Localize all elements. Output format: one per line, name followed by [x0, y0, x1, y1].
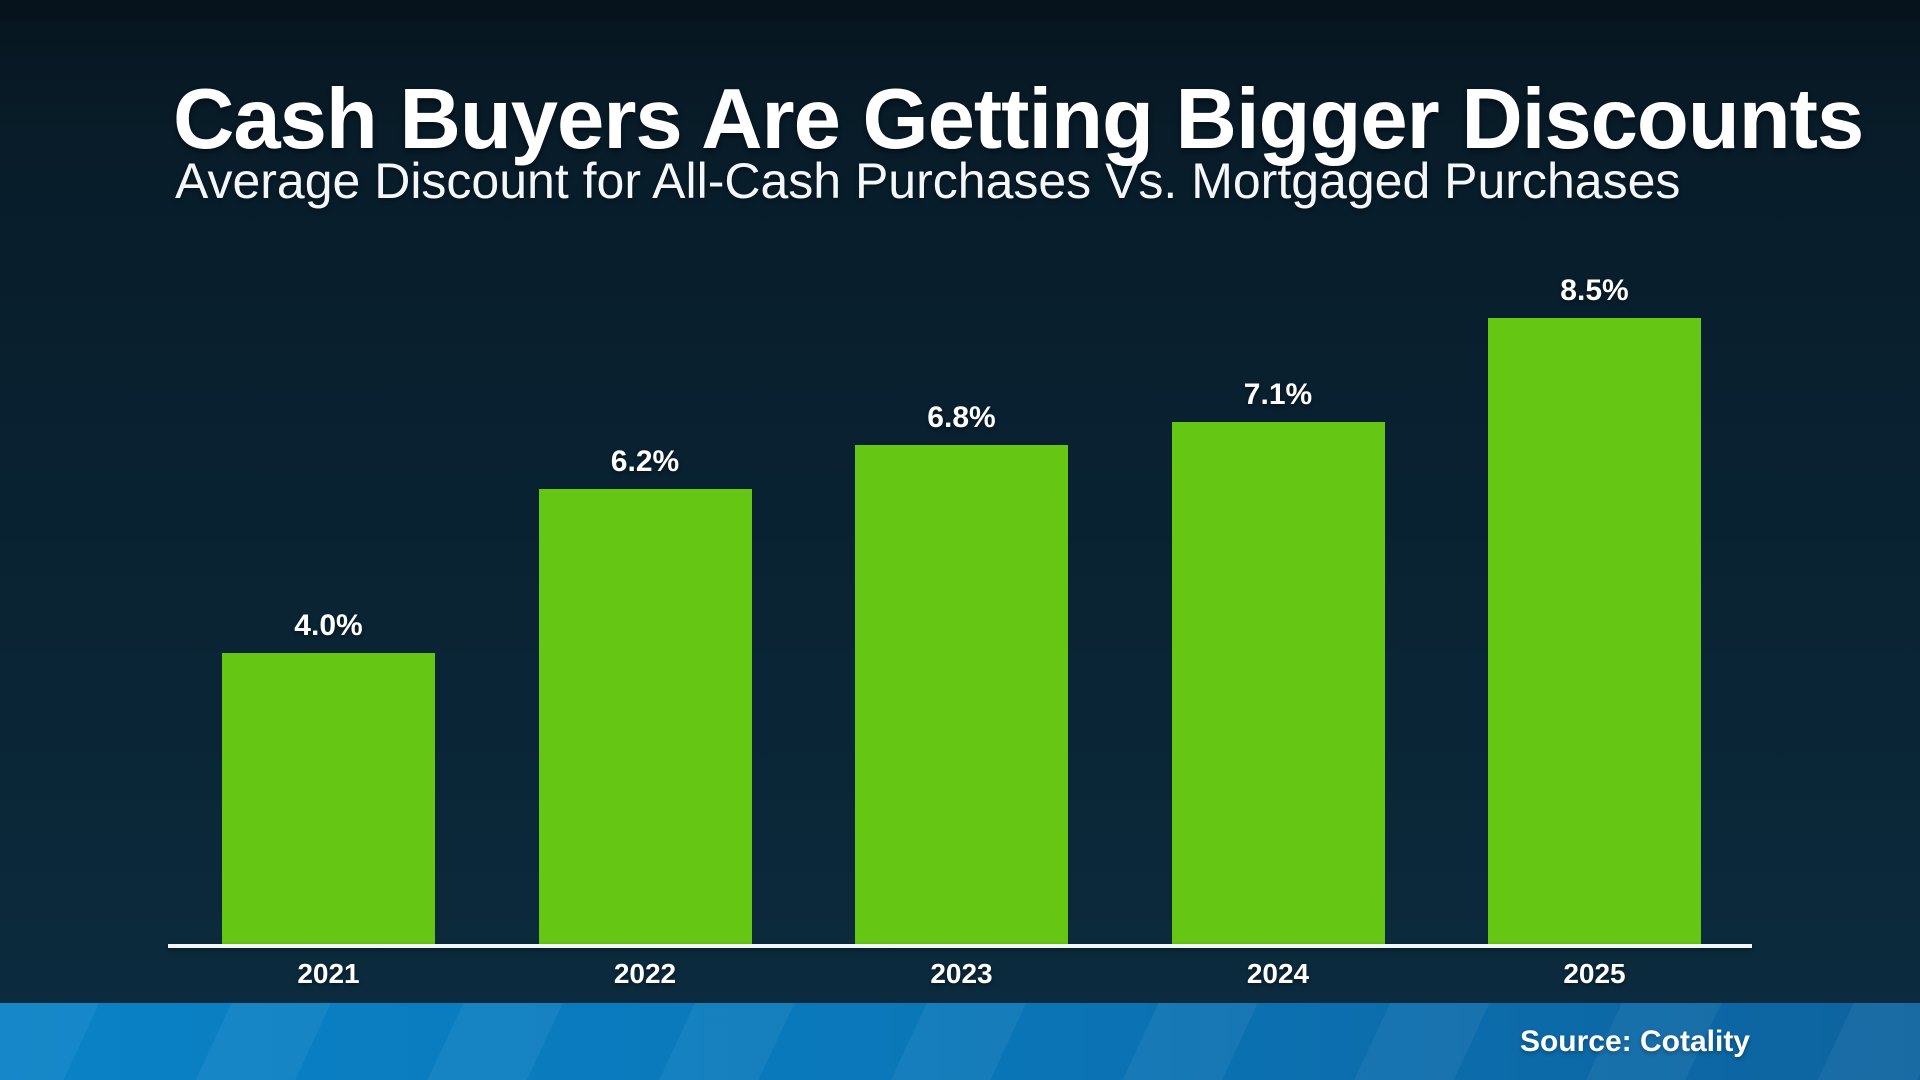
page-title: Cash Buyers Are Getting Bigger Discounts	[173, 72, 1864, 167]
x-axis-tick-label: 2023	[930, 958, 993, 989]
bar-2025	[1488, 318, 1701, 947]
bar-value-label: 6.8%	[927, 401, 996, 434]
x-axis-tick-label: 2022	[613, 958, 677, 989]
bar-2023	[855, 445, 1068, 947]
bar-value-label: 7.1%	[1243, 378, 1313, 411]
bar-2022	[538, 489, 752, 947]
footer-bar: Source: Cotality	[0, 1003, 1920, 1080]
x-axis-tick-label: 2024	[1246, 958, 1310, 989]
bar-value-label: 6.2%	[610, 445, 680, 478]
bar-value-label: 4.0%	[294, 609, 363, 642]
page-subtitle: Average Discount for All-Cash Purchases …	[175, 153, 1681, 209]
bar-value-label: 8.5%	[1560, 274, 1629, 307]
bar-2024	[1171, 422, 1385, 947]
x-axis-line	[168, 944, 1752, 948]
x-axis-tick-label: 2021	[297, 958, 360, 989]
x-axis-tick-label: 2025	[1563, 958, 1626, 989]
bar-2021	[222, 653, 435, 947]
source-credit: Source: Cotality	[1519, 1025, 1750, 1058]
top-letterbox-strip	[0, 0, 1920, 20]
